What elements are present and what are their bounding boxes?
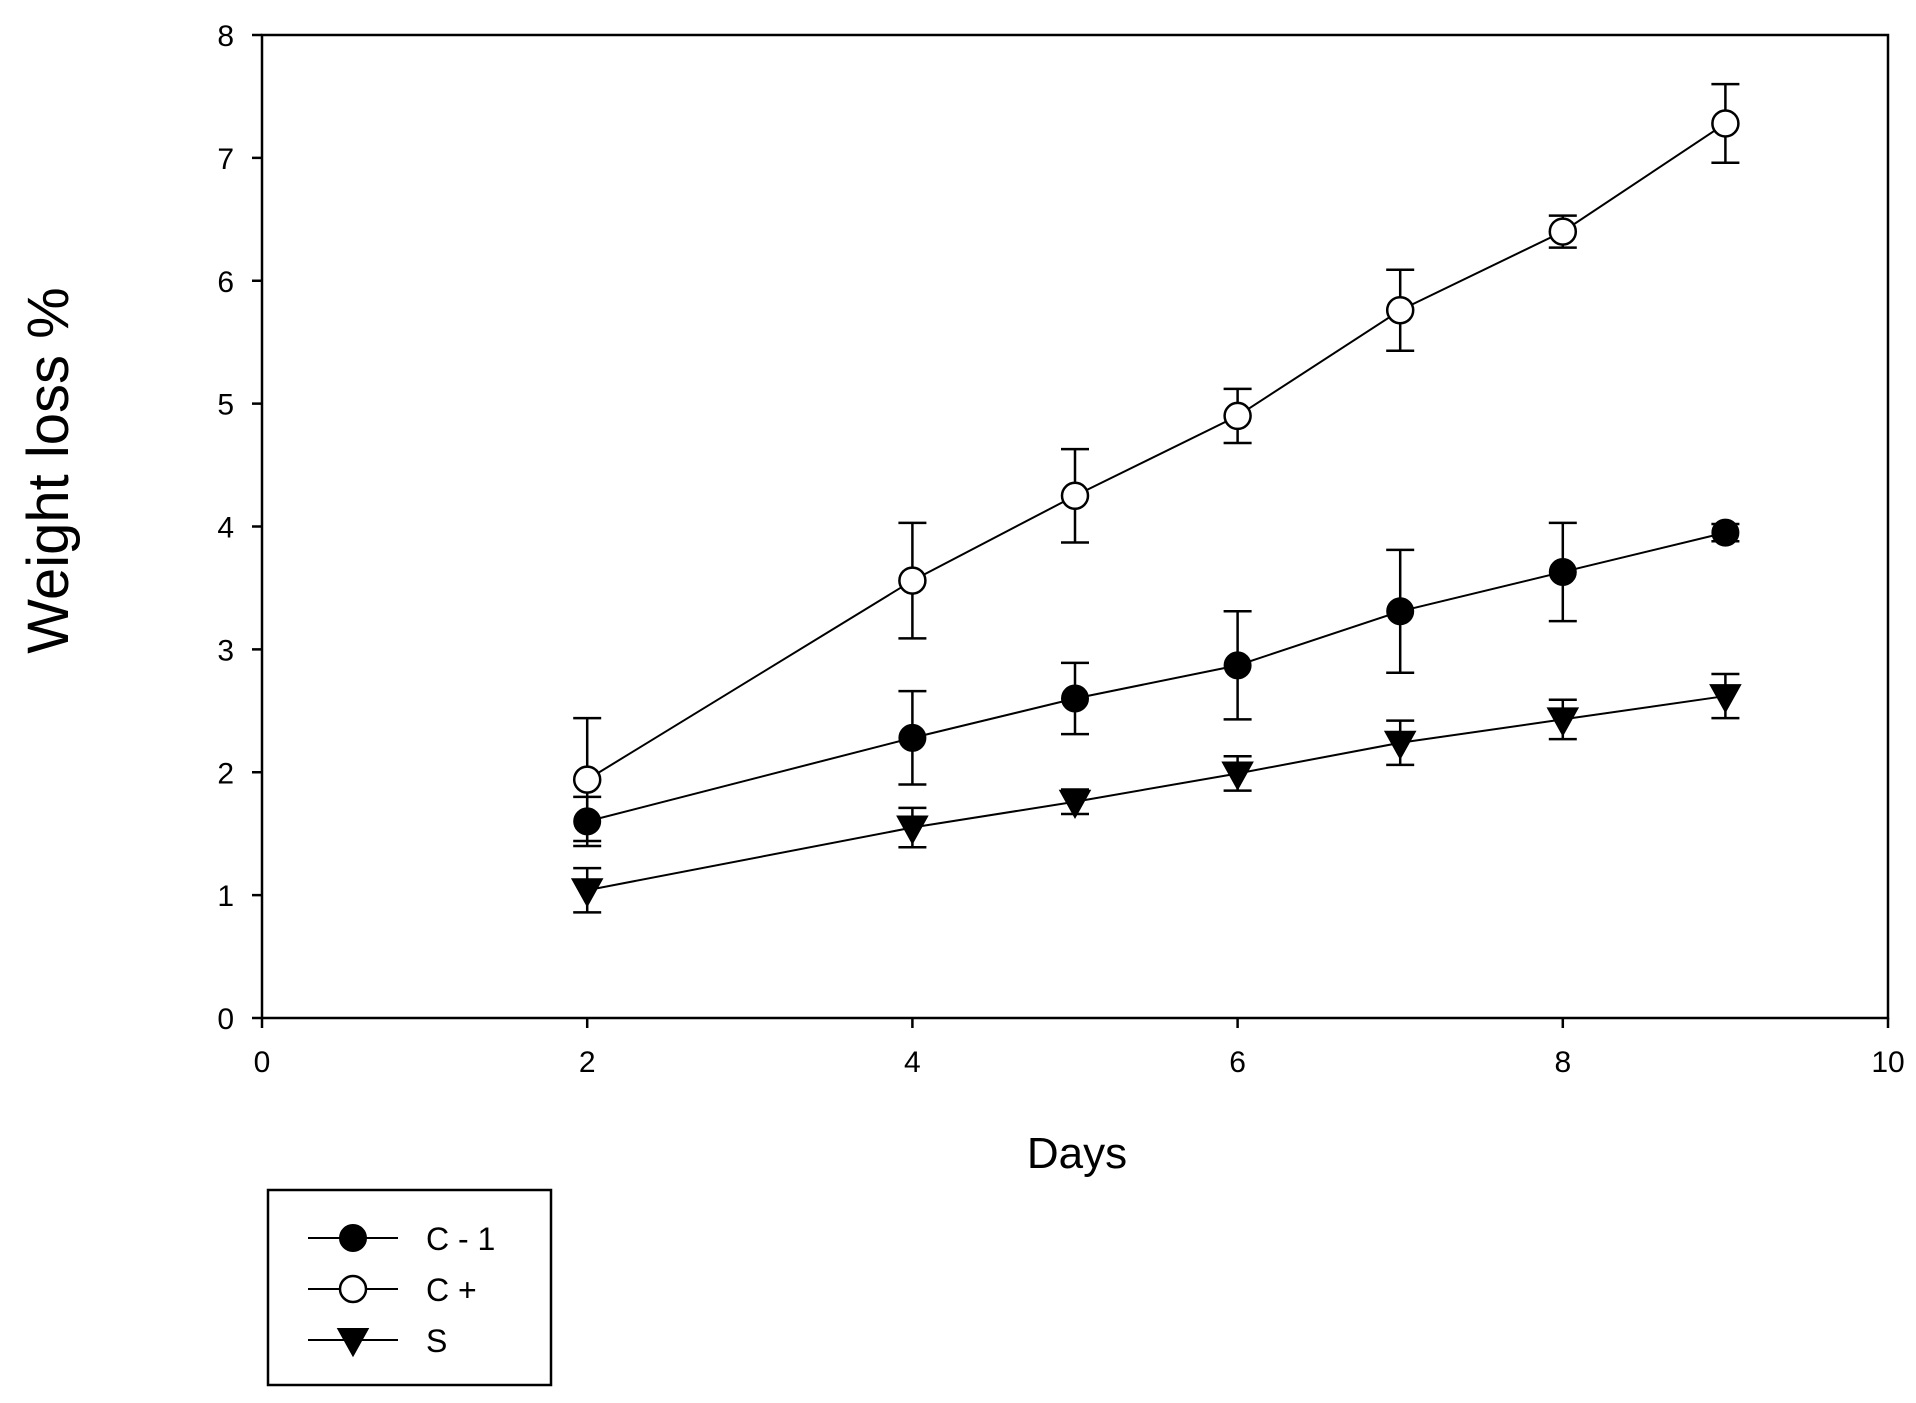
y-axis-title: Weight loss %	[16, 287, 81, 653]
data-point	[1709, 684, 1742, 714]
y-tick-label: 0	[217, 1003, 234, 1036]
data-point	[896, 815, 929, 845]
data-point	[898, 566, 927, 595]
data-point	[1061, 684, 1089, 713]
data-point	[1058, 789, 1092, 820]
x-tick-label: 2	[579, 1046, 596, 1079]
y-tick-label: 8	[217, 20, 234, 53]
x-tick-label: 0	[254, 1046, 271, 1079]
legend-label: S	[426, 1323, 447, 1359]
data-point	[1221, 761, 1254, 791]
y-tick-label: 1	[217, 880, 234, 913]
ticks: 0 1 2 3 4 5 6 7 8 0 2 4 6 8 10	[217, 20, 1904, 1079]
data-point	[1548, 557, 1577, 586]
legend-marker	[339, 1224, 367, 1252]
series-0	[573, 518, 1740, 848]
legend-box	[266, 1188, 553, 1387]
x-tick-label: 10	[1871, 1046, 1904, 1079]
data-point	[1548, 217, 1578, 246]
x-tick-label: 6	[1229, 1046, 1246, 1079]
data-point	[1711, 109, 1740, 138]
legend-marker	[336, 1328, 370, 1358]
legend-entry: C - 1	[308, 1221, 495, 1257]
series-2	[570, 672, 1742, 914]
series-1	[572, 82, 1740, 843]
y-tick-label: 6	[217, 266, 234, 299]
data-point	[1386, 597, 1415, 626]
data-point	[1385, 295, 1415, 325]
data-point	[1383, 730, 1417, 761]
x-tick-label: 8	[1554, 1046, 1571, 1079]
y-tick-label: 7	[217, 143, 234, 176]
legend-label: C +	[426, 1272, 477, 1308]
data-point	[1223, 651, 1252, 680]
legend-entry: S	[308, 1323, 447, 1359]
series-line	[587, 695, 1726, 892]
legend: C - 1 C + S	[266, 1188, 553, 1387]
data-point	[1546, 707, 1580, 737]
y-tick-label: 5	[217, 389, 234, 422]
data-point	[1223, 401, 1252, 431]
data-point	[572, 765, 602, 794]
x-axis-title: Days	[1027, 1129, 1127, 1178]
y-tick-label: 2	[217, 757, 234, 790]
legend-entry: C +	[308, 1272, 477, 1308]
legend-marker	[338, 1274, 368, 1304]
x-tick-label: 4	[904, 1046, 921, 1079]
legend-label: C - 1	[426, 1221, 495, 1257]
data-point	[1711, 518, 1740, 547]
data-point	[1060, 481, 1090, 511]
y-tick-label: 3	[217, 634, 234, 667]
data-point	[570, 878, 604, 908]
series-layer	[570, 82, 1742, 914]
data-point	[898, 723, 927, 752]
y-tick-label: 4	[217, 512, 234, 545]
